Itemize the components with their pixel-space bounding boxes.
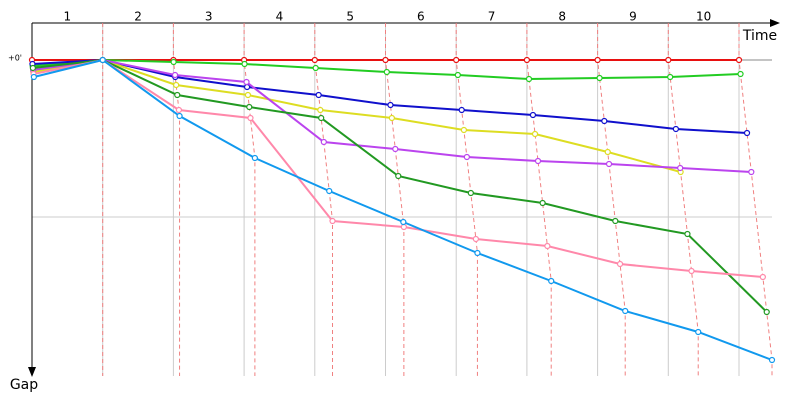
data-point — [472, 235, 479, 243]
data-point — [311, 56, 318, 64]
data-point — [463, 153, 470, 161]
data-point — [247, 114, 254, 122]
data-point — [400, 218, 407, 226]
data-point — [688, 267, 695, 275]
data-point — [329, 217, 336, 225]
data-point — [388, 114, 395, 122]
data-point — [737, 70, 744, 78]
data-point — [622, 307, 629, 315]
data-point — [665, 56, 672, 64]
lap-connector — [738, 23, 773, 376]
data-point — [243, 78, 250, 86]
data-point — [317, 106, 324, 114]
data-point — [392, 145, 399, 153]
data-point — [748, 168, 755, 176]
x-axis-arrow — [770, 19, 780, 27]
y-axis-label: Gap — [10, 377, 38, 393]
lap-connector — [385, 23, 405, 376]
data-point — [735, 56, 743, 64]
data-point — [616, 260, 624, 268]
data-point — [320, 138, 327, 146]
lap-connector — [526, 23, 552, 376]
data-point — [382, 56, 389, 64]
series-line — [33, 58, 681, 173]
data-point — [759, 273, 766, 281]
data-point — [531, 130, 539, 138]
x-tick-label: 1 — [64, 10, 72, 24]
data-point — [454, 71, 461, 79]
data-point — [743, 129, 751, 137]
x-tick-label: 4 — [276, 10, 284, 24]
x-tick-label: 10 — [696, 10, 711, 24]
y-axis-arrow — [28, 367, 36, 377]
lap-connector — [455, 23, 478, 376]
y-tick-label: +0' — [8, 54, 22, 63]
data-point — [534, 157, 542, 165]
data-point — [529, 111, 537, 119]
data-point — [175, 106, 182, 114]
data-point — [312, 64, 319, 72]
data-point — [315, 91, 322, 99]
x-tick-label: 9 — [629, 10, 637, 24]
data-point — [544, 242, 551, 250]
data-point — [672, 125, 679, 133]
data-point — [176, 112, 183, 120]
x-tick-label: 2 — [134, 10, 142, 24]
data-point — [383, 68, 390, 76]
x-tick-label: 7 — [488, 10, 496, 24]
data-point — [604, 148, 611, 156]
data-point — [458, 106, 465, 114]
data-point — [173, 81, 180, 89]
x-tick-label: 3 — [205, 10, 213, 24]
x-axis-label: Time — [742, 28, 777, 44]
x-tick-label: 8 — [558, 10, 566, 24]
data-point — [525, 75, 533, 83]
data-point — [326, 187, 333, 195]
data-point — [171, 71, 179, 79]
data-point — [523, 56, 531, 64]
data-point — [596, 74, 603, 82]
lap-connector — [314, 23, 334, 376]
lap-connector — [243, 23, 256, 376]
data-point — [763, 308, 770, 316]
data-point — [539, 199, 546, 207]
data-point — [594, 56, 601, 64]
data-point — [318, 114, 325, 122]
data-point — [460, 126, 467, 134]
data-point — [474, 249, 481, 257]
data-point — [467, 189, 474, 197]
data-point — [30, 73, 37, 81]
data-point — [246, 103, 253, 111]
data-point — [395, 172, 402, 180]
data-point — [548, 277, 555, 285]
data-point — [251, 154, 258, 162]
data-point — [29, 64, 36, 72]
x-tick-label: 5 — [346, 10, 354, 24]
data-point — [684, 230, 691, 238]
data-point — [677, 164, 684, 172]
data-point — [241, 60, 248, 68]
data-point — [99, 56, 106, 64]
lap-connector — [597, 23, 626, 376]
data-point — [695, 328, 702, 336]
data-point — [601, 117, 608, 125]
x-tick-label: 6 — [417, 10, 425, 24]
series-line — [33, 58, 763, 278]
data-point — [612, 217, 619, 225]
data-point — [387, 101, 394, 109]
data-point — [243, 83, 251, 91]
data-point — [170, 58, 177, 66]
data-point — [400, 223, 407, 231]
data-point — [174, 91, 181, 99]
data-point — [244, 91, 252, 99]
data-point — [667, 73, 674, 81]
data-point — [605, 160, 613, 168]
data-point — [453, 56, 460, 64]
data-point — [768, 356, 776, 364]
